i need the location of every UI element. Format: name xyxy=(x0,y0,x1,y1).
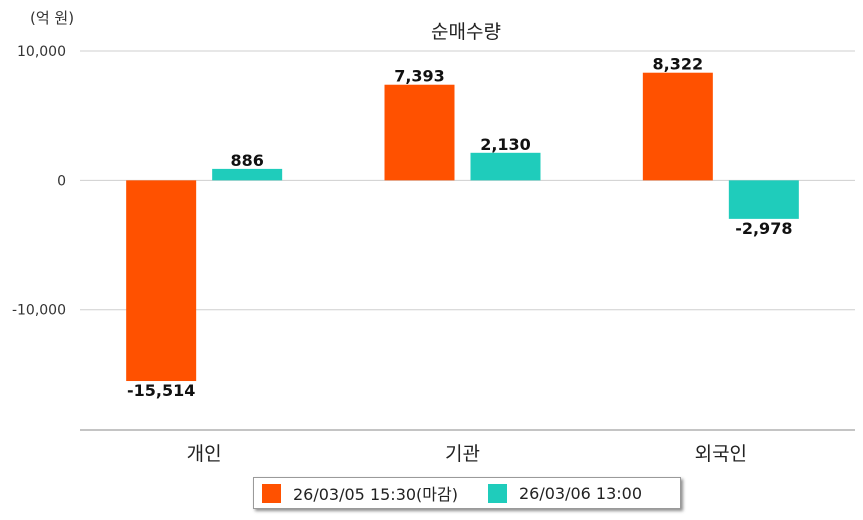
y-tick-label: -10,000 xyxy=(12,303,66,319)
data-label: 7,393 xyxy=(394,67,445,86)
data-labels: -15,514 886 7,393 2,130 8,322 -2,978 xyxy=(127,55,792,400)
bar[interactable] xyxy=(470,152,541,181)
grid-lines xyxy=(80,50,855,311)
chart-svg: (억 원) 순매수량 10,000 0 -10,000 -15,514 886 7,39… xyxy=(12,9,855,465)
data-label: 886 xyxy=(230,151,263,170)
legend-swatch-series-2 xyxy=(487,483,507,503)
x-tick-label: 개인 xyxy=(187,443,222,465)
bar[interactable] xyxy=(384,84,455,181)
legend-item-series-2[interactable]: 26/03/06 13:00 xyxy=(487,483,643,503)
y-tick-labels: 10,000 0 -10,000 xyxy=(12,44,66,319)
y-tick-label: 0 xyxy=(57,173,66,189)
bar[interactable] xyxy=(126,180,197,382)
chart-title: 순매수량 xyxy=(431,21,501,43)
x-tick-label: 외국인 xyxy=(695,443,747,465)
x-tick-label: 기관 xyxy=(445,443,480,465)
legend-swatch-series-1 xyxy=(262,483,281,503)
y-unit-label: (억 원) xyxy=(30,9,74,27)
legend-label-series-2: 26/03/06 13:00 xyxy=(518,483,643,503)
legend-item-series-1[interactable]: 26/03/05 15:30(마감) xyxy=(262,481,458,505)
bar[interactable] xyxy=(212,168,283,181)
data-label: 8,322 xyxy=(653,55,704,74)
data-label: 2,130 xyxy=(480,135,531,154)
y-tick-label: 10,000 xyxy=(17,44,66,60)
bars xyxy=(126,72,799,382)
legend: 26/03/05 15:30(마감) 26/03/06 13:00 xyxy=(253,477,681,509)
bar[interactable] xyxy=(728,180,799,219)
data-label: -15,514 xyxy=(127,381,195,400)
legend-label-series-1: 26/03/05 15:30(마감) xyxy=(293,485,458,504)
data-label: -2,978 xyxy=(735,219,792,238)
bar[interactable] xyxy=(642,72,713,181)
x-tick-labels: 개인 기관 외국인 xyxy=(187,443,747,465)
